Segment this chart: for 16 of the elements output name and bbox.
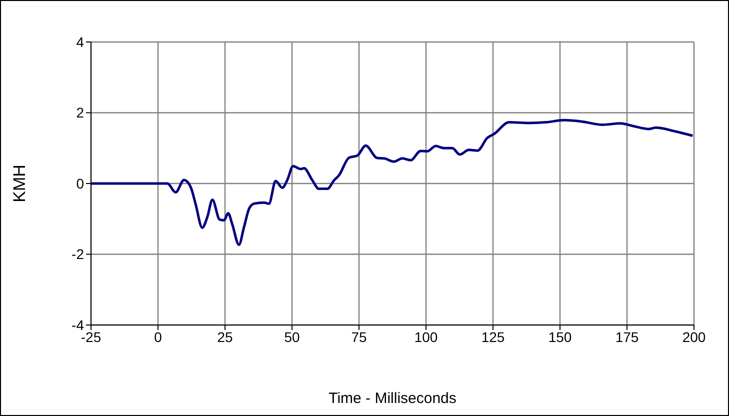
x-tick-label: 0: [154, 328, 162, 345]
x-tick-label: 75: [351, 328, 367, 345]
x-axis-title: Time - Milliseconds: [328, 390, 456, 407]
x-tick-label: 50: [284, 328, 300, 345]
y-axis-title: KMH: [10, 164, 30, 202]
line-series: [91, 118, 694, 246]
x-tick-label: 175: [615, 328, 639, 345]
x-tick-label: 200: [682, 328, 706, 345]
y-tick-label: 2: [76, 104, 84, 121]
x-tick-label: 150: [548, 328, 572, 345]
x-tick-label: 125: [481, 328, 505, 345]
x-tick-label: 25: [217, 328, 233, 345]
y-tick-label: -2: [72, 246, 84, 262]
x-tick-label: 100: [414, 328, 438, 345]
y-tick-label: 0: [76, 175, 84, 192]
y-tick-label: 4: [76, 34, 84, 50]
